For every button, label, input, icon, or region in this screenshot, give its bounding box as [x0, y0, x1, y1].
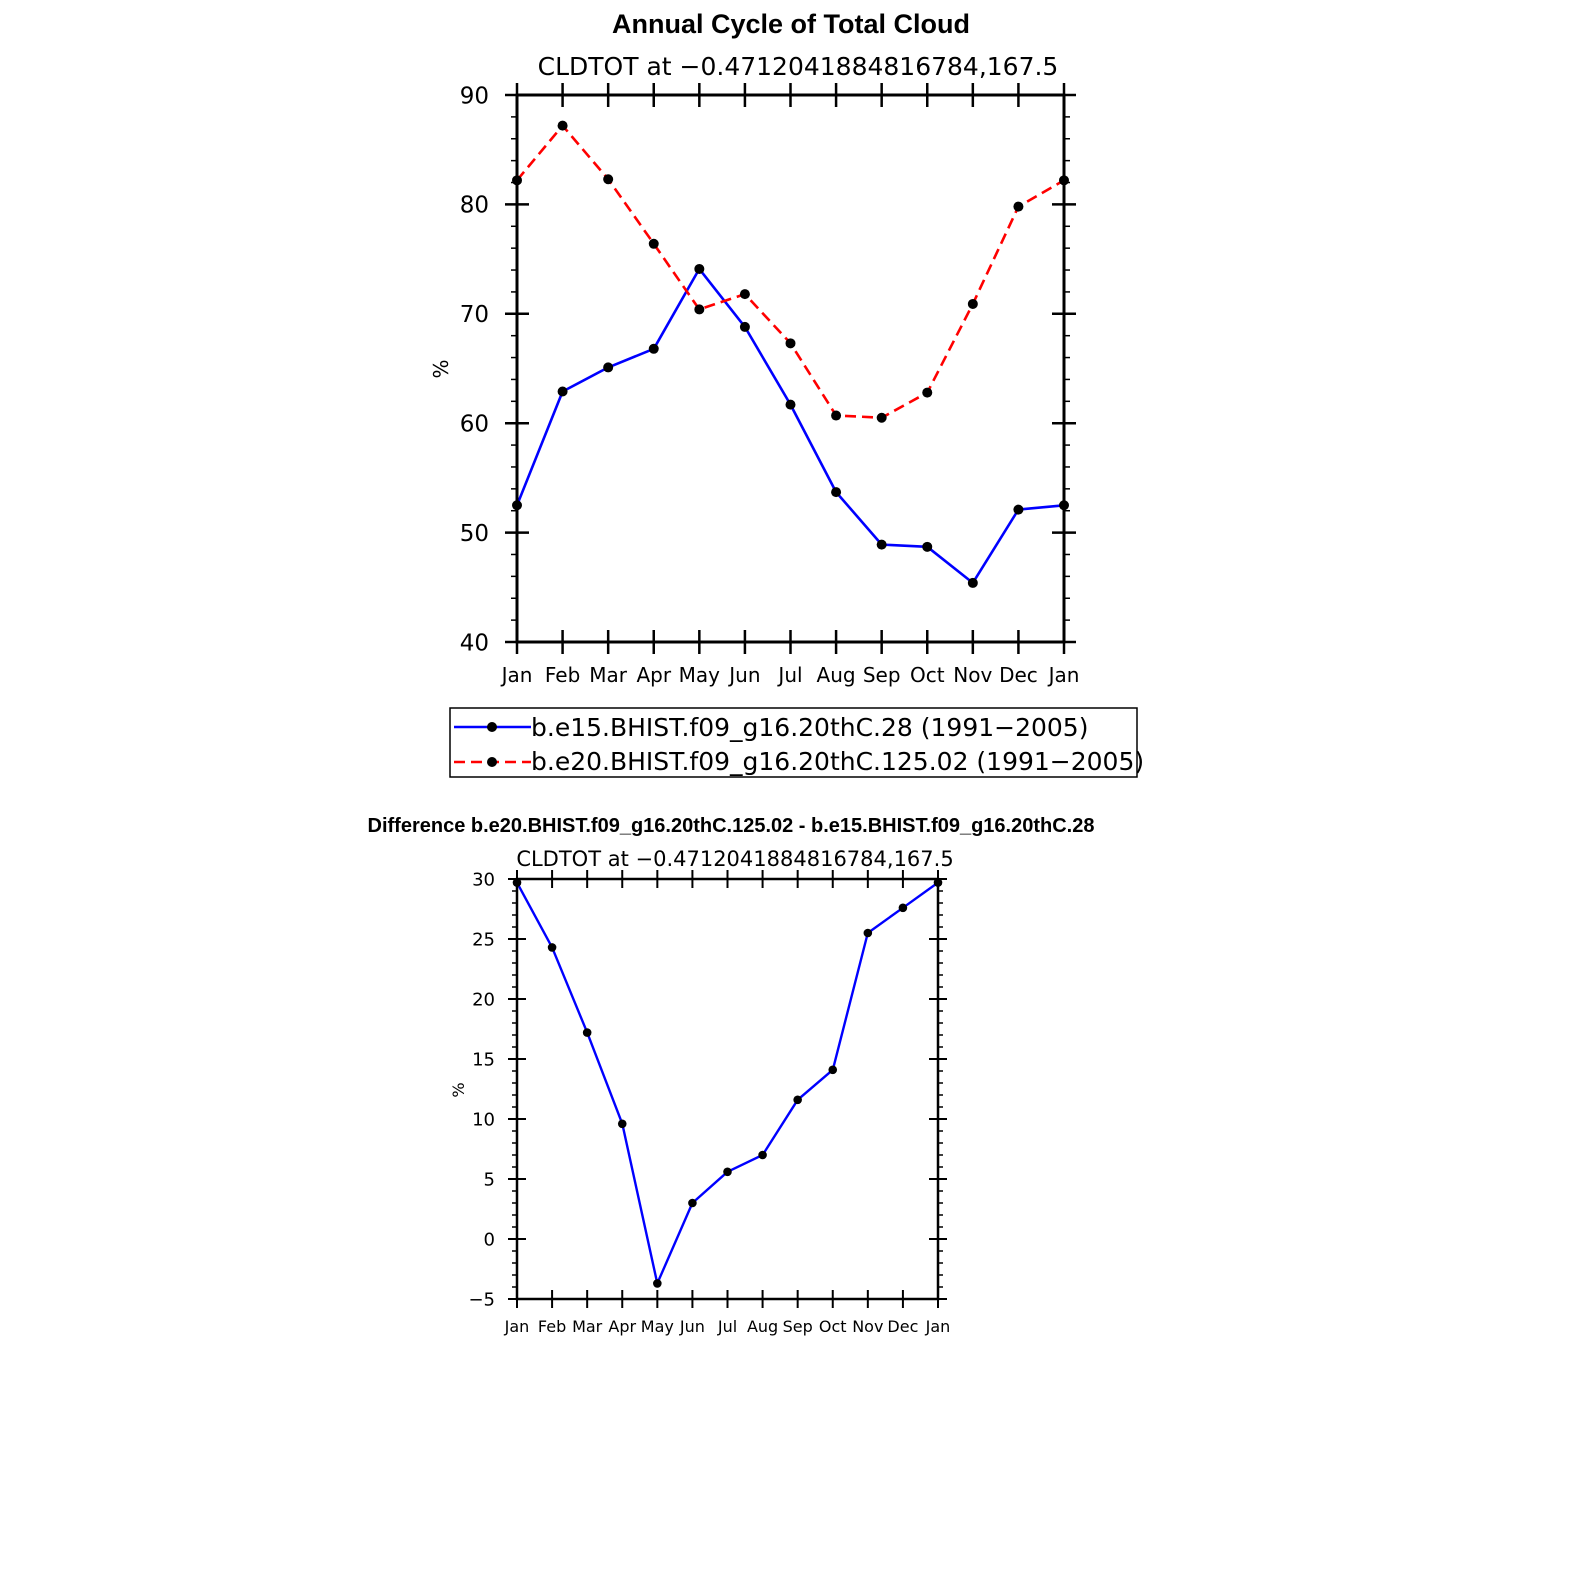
x-tick-label: Aug	[817, 663, 856, 687]
data-point	[582, 1028, 592, 1037]
x-tick-label: Jan	[1047, 663, 1080, 687]
legend: b.e15.BHIST.f09_g16.20thC.28 (1991−2005)…	[449, 707, 1144, 778]
legend-marker-blue	[487, 722, 497, 732]
x-tick-label: Sep	[783, 1317, 813, 1336]
x-tick-label: Feb	[538, 1317, 566, 1336]
data-point	[603, 362, 614, 373]
data-point	[898, 903, 908, 913]
y-tick-label: 60	[460, 411, 489, 437]
y-tick-labels: −5 0 5 10 15 20 25 30	[468, 869, 495, 1310]
data-point	[739, 289, 750, 300]
data-point	[863, 928, 873, 938]
data-point	[1013, 504, 1024, 515]
y-tick-label: 5	[484, 1169, 495, 1190]
data-point	[653, 1279, 662, 1288]
y-tick-label: 70	[460, 302, 489, 328]
y-tick-label: 90	[460, 83, 489, 109]
data-point	[739, 321, 750, 332]
data-point	[922, 541, 933, 552]
data-point	[603, 174, 614, 185]
data-point	[876, 412, 887, 423]
data-point	[547, 943, 557, 952]
y-axis-label: %	[449, 1082, 468, 1097]
plot-frame	[515, 877, 940, 1301]
data-point	[831, 410, 842, 421]
chart-subtitle: CLDTOT at −0.4712041884816784,167.5	[538, 52, 1059, 81]
x-tick-label: Jan	[500, 663, 533, 687]
legend-marker-red	[487, 757, 497, 767]
data-point	[831, 487, 842, 498]
x-tick-label: May	[641, 1317, 674, 1336]
data-point	[758, 1150, 767, 1160]
data-point	[785, 338, 796, 349]
legend-entry-1: b.e15.BHIST.f09_g16.20thC.28 (1991−2005)	[531, 713, 1088, 742]
y-tick-label: 15	[472, 1049, 495, 1070]
x-tick-label: Oct	[819, 1317, 847, 1336]
x-tick-label: Oct	[910, 663, 945, 687]
x-tick-labels: Jan Feb Mar Apr May Jun Jul Aug Sep Oct Nov Dec Jan	[500, 663, 1080, 687]
x-tick-label: Sep	[863, 663, 901, 687]
y-tick-label: 25	[472, 929, 495, 950]
data-point	[967, 298, 978, 309]
x-tick-label: Jul	[717, 1317, 737, 1336]
x-tick-label: Jan	[504, 1317, 530, 1336]
plot-frame	[515, 93, 1066, 644]
x-tick-label: Dec	[999, 663, 1038, 687]
data-point	[828, 1065, 838, 1075]
x-tick-label: Nov	[852, 1317, 883, 1336]
data-point	[557, 120, 568, 131]
data-point	[723, 1167, 732, 1177]
data-point	[688, 1198, 697, 1208]
y-tick-label: 80	[460, 193, 489, 219]
x-tick-label: Jun	[679, 1317, 705, 1336]
data-point	[694, 263, 705, 274]
data-point	[694, 304, 705, 315]
data-point	[648, 343, 659, 354]
data-point	[1013, 201, 1024, 212]
y-tick-label: 30	[472, 869, 495, 890]
x-tick-label: Mar	[589, 663, 628, 687]
x-tick-label: Apr	[636, 663, 671, 687]
series-layer	[512, 120, 1069, 588]
x-tick-label: Feb	[545, 663, 580, 687]
data-point	[876, 539, 887, 550]
legend-entry-2: b.e20.BHIST.f09_g16.20thC.125.02 (1991−2…	[531, 747, 1144, 776]
series-layer	[512, 878, 943, 1288]
y-tick-label: 50	[460, 521, 489, 547]
chart-title: Annual Cycle of Total Cloud	[612, 9, 970, 39]
x-tick-labels: Jan Feb Mar Apr May Jun Jul Aug Sep Oct Nov Dec Jan	[504, 1317, 951, 1336]
y-tick-label: 20	[472, 989, 495, 1010]
data-point	[922, 387, 933, 398]
x-tick-label: Mar	[572, 1317, 603, 1336]
data-point	[967, 577, 978, 588]
x-tick-label: Nov	[953, 663, 992, 687]
data-point	[785, 399, 796, 410]
data-point	[648, 238, 659, 249]
x-tick-label: Dec	[887, 1317, 918, 1336]
x-tick-label: Jan	[925, 1317, 951, 1336]
x-tick-label: Jun	[727, 663, 760, 687]
x-tick-label: Aug	[747, 1317, 778, 1336]
difference-chart: Difference b.e20.BHIST.f09_g16.20thC.125…	[368, 815, 1095, 1336]
chart-title: Difference b.e20.BHIST.f09_g16.20thC.125…	[368, 815, 1095, 837]
data-point	[557, 386, 568, 397]
annual-cycle-chart: Annual Cycle of Total Cloud CLDTOT at −0…	[429, 9, 1144, 778]
y-tick-label: 0	[484, 1229, 495, 1250]
y-tick-label: 10	[472, 1109, 495, 1130]
y-tick-labels: 40 50 60 70 80 90	[460, 83, 489, 656]
x-tick-label: Apr	[608, 1317, 636, 1336]
y-tick-label: −5	[468, 1289, 495, 1310]
data-point	[617, 1119, 627, 1129]
x-tick-label: May	[679, 663, 721, 687]
y-tick-label: 40	[460, 630, 489, 656]
y-axis-label: %	[429, 359, 453, 378]
data-point	[793, 1095, 802, 1105]
legend-box	[449, 707, 1138, 778]
chart-subtitle: CLDTOT at −0.4712041884816784,167.5	[516, 847, 953, 871]
x-tick-label: Jul	[776, 663, 802, 687]
